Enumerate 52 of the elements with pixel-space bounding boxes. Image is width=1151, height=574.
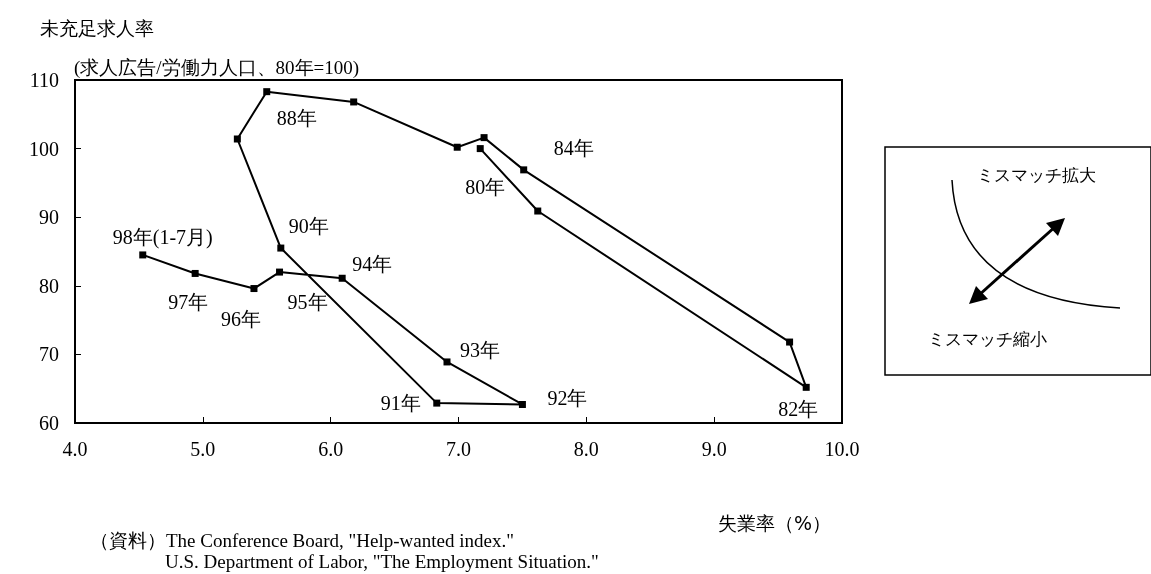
- point: [139, 251, 147, 259]
- y-tick-label: 100: [29, 137, 59, 160]
- point: [350, 98, 358, 106]
- point: [518, 400, 526, 408]
- point: [277, 244, 285, 252]
- point: [443, 358, 451, 366]
- annotation: 88年: [276, 106, 317, 129]
- y-tick-label: 70: [39, 343, 59, 366]
- annotation: 95年: [287, 291, 328, 314]
- text: （資料）The Conference Board, "Help-wanted index.": [90, 529, 514, 553]
- point: [480, 134, 488, 142]
- annotation: 97年: [168, 291, 209, 314]
- annotation: 96年: [220, 307, 261, 330]
- text: ミスマッチ縮小: [928, 328, 1047, 351]
- annotation: 82年: [778, 398, 819, 421]
- y-tick-label: 60: [39, 412, 59, 434]
- x-tick-label: 10.0: [824, 438, 860, 460]
- x-tick-label: 6.0: [318, 438, 344, 460]
- text: ミスマッチ拡大: [977, 164, 1096, 187]
- point: [534, 207, 542, 215]
- annotation: 91年: [380, 392, 421, 415]
- x-tick-label: 8.0: [573, 438, 599, 460]
- x-tick-label: 4.0: [62, 438, 88, 460]
- point: [191, 269, 199, 277]
- point: [338, 274, 346, 282]
- y-tick-label: 80: [39, 274, 59, 297]
- point: [520, 166, 528, 174]
- chart-subtitle: (求人広告/労働力人口、80年=100): [74, 56, 360, 80]
- x-tick-label: 7.0: [446, 438, 471, 460]
- point: [250, 285, 258, 293]
- x-axis-title: 失業率（%）: [718, 511, 832, 536]
- point: [476, 145, 484, 153]
- annotation: 90年: [288, 215, 329, 238]
- annotation: 93年: [459, 338, 500, 361]
- point: [453, 143, 461, 151]
- y-axis-title: 未充足求人率: [40, 16, 154, 41]
- y-tick-label: 110: [29, 69, 59, 91]
- point: [433, 399, 441, 407]
- point: [802, 383, 810, 391]
- annotation: 98年(1-7月): [112, 225, 213, 249]
- annotation: 84年: [553, 136, 594, 159]
- point: [786, 338, 794, 346]
- point: [263, 88, 271, 96]
- annotation: 94年: [352, 253, 393, 276]
- point: [276, 268, 284, 276]
- x-tick-label: 9.0: [701, 438, 727, 460]
- text: U.S. Department of Labor, "The Employment Situation.": [165, 551, 599, 573]
- y-tick-label: 90: [39, 206, 59, 229]
- annotation: 80年: [465, 175, 506, 198]
- annotation: 92年: [547, 387, 588, 410]
- point: [233, 135, 241, 143]
- x-tick-label: 5.0: [190, 438, 216, 460]
